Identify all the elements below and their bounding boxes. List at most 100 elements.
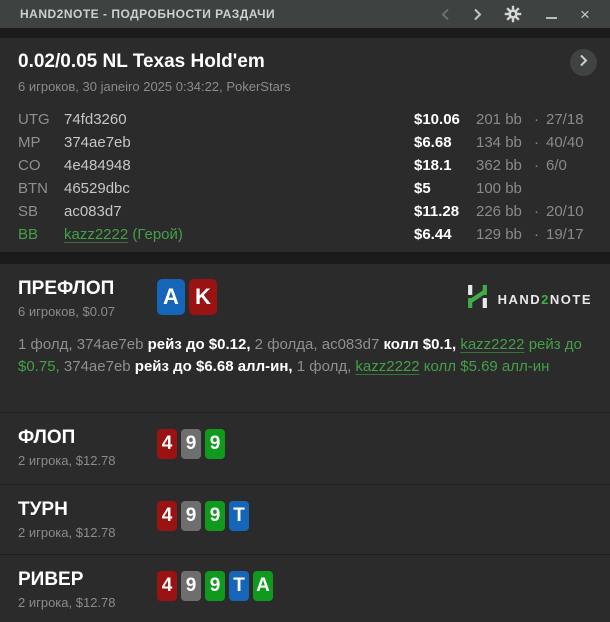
player-stack: $5 [414, 180, 431, 197]
player-name: 74fd3260 [64, 111, 127, 128]
turn-label: ТУРН 2 игрока, $12.78 [18, 499, 157, 540]
card-4-heart: 4 [157, 429, 177, 459]
player-seat: MP [18, 134, 41, 151]
player-seat: BB [18, 226, 39, 243]
player-stack: $6.44 [414, 226, 452, 243]
player-name: 374ae7eb [64, 134, 131, 151]
hero-name-link[interactable]: kazz2222 [355, 358, 420, 375]
player-seat: CO [18, 157, 41, 174]
player-row: MP 374ae7eb $6.68 134 bb · 40/40 [0, 131, 610, 154]
hand2note-logo-icon [466, 285, 489, 313]
player-stack-bb: 134 bb [476, 134, 522, 151]
flop-title: ФЛОП [18, 427, 76, 448]
stats-separator: · [534, 134, 539, 151]
preflop-label: ПРЕФЛОП 6 игроков, $0.07 [18, 278, 157, 319]
player-seat: SB [18, 203, 39, 220]
player-name: kazz2222 (Герой) [64, 226, 414, 243]
river-label: РИВЕР 2 игрока, $12.78 [18, 569, 157, 610]
player-row: BTN 46529dbc $5 100 bb [0, 177, 610, 200]
player-stack: $10.06 [414, 111, 460, 128]
card-4-heart: 4 [157, 571, 177, 601]
action-segment: 1 фолд, [292, 358, 356, 375]
river-subtitle: 2 игрока, $12.78 [18, 595, 116, 610]
close-button[interactable]: × [572, 1, 598, 27]
card-9-club: 9 [205, 501, 225, 531]
chevron-right-icon [579, 54, 588, 72]
action-segment: колл $5.69 алл-ин [419, 358, 550, 375]
flop-label: ФЛОП 2 игрока, $12.78 [18, 427, 157, 468]
player-row: BB kazz2222 (Герой) $6.44 129 bb · 19/17 [0, 223, 610, 246]
gear-icon [504, 5, 522, 23]
card-9-spade: 9 [181, 501, 201, 531]
card-K-heart: K [189, 279, 217, 315]
hand-title: 0.02/0.05 NL Texas Hold'em [18, 51, 265, 72]
player-row: UTG 74fd3260 $10.06 201 bb · 27/18 [0, 108, 610, 131]
card-9-spade: 9 [181, 571, 201, 601]
minimize-button[interactable] [538, 1, 564, 27]
hero-name-link[interactable]: kazz2222 [64, 226, 129, 243]
stats-separator: · [534, 203, 539, 220]
settings-button[interactable] [500, 1, 526, 27]
player-stats: 40/40 [546, 134, 584, 151]
player-seat: UTG [18, 111, 50, 128]
player-seat: BTN [18, 180, 48, 197]
player-row: CO 4e484948 $18.1 362 bb · 6/0 [0, 154, 610, 177]
card-9-club: 9 [205, 429, 225, 459]
player-stack: $11.28 [414, 203, 460, 220]
window-title: HAND2NOTE - ПОДРОБНОСТИ РАЗДАЧИ [20, 7, 276, 21]
turn-subtitle: 2 игрока, $12.78 [18, 525, 116, 540]
card-A-diamond: A [157, 279, 185, 315]
spacer [0, 252, 610, 264]
action-segment: рейз до $0.75, [18, 336, 582, 375]
player-name: 4e484948 [64, 157, 131, 174]
player-stack-bb: 100 bb [476, 180, 522, 197]
action-segment: 1 фолд, 374ae7eb [18, 336, 148, 353]
chevron-left-icon [441, 8, 450, 21]
history-back-button[interactable] [432, 1, 458, 27]
window-titlebar: HAND2NOTE - ПОДРОБНОСТИ РАЗДАЧИ [0, 0, 610, 28]
next-hand-button[interactable] [570, 49, 597, 76]
stats-separator: · [534, 157, 539, 174]
hand-summary-panel: 0.02/0.05 NL Texas Hold'em 6 игроков, 30… [0, 38, 610, 252]
player-stack-bb: 362 bb [476, 157, 522, 174]
card-9-spade: 9 [181, 429, 201, 459]
close-icon: × [580, 4, 590, 24]
player-stack-bb: 129 bb [476, 226, 522, 243]
streets-container: ФЛОП 2 игрока, $12.78 4 9 9 ТУРН 2 игрока, $12… [0, 412, 610, 622]
card-9-club: 9 [205, 571, 225, 601]
action-segment: 2 фолда, ac083d7 [250, 336, 384, 353]
river-section: РИВЕР 2 игрока, $12.78 4 9 9 T A [0, 554, 610, 622]
action-segment: 374ae7eb [59, 358, 135, 375]
player-stats: 19/17 [546, 226, 584, 243]
player-stack-bb: 226 bb [476, 203, 522, 220]
hand-subtitle: 6 игроков, 30 janeiro 2025 0:34:22, Poke… [18, 79, 291, 94]
hero-suffix: (Герой) [128, 226, 183, 243]
card-A-club: A [253, 571, 273, 601]
player-stack: $6.68 [414, 134, 452, 151]
player-stack-bb: 201 bb [476, 111, 522, 128]
card-T-diamond: T [229, 501, 249, 531]
river-title: РИВЕР [18, 569, 84, 590]
flop-subtitle: 2 игрока, $12.78 [18, 453, 116, 468]
action-segment: рейз до $6.68 алл-ин, [134, 358, 293, 375]
player-stack: $18.1 [414, 157, 452, 174]
spacer [0, 28, 610, 38]
minimize-icon [545, 17, 557, 19]
player-stats: 20/10 [546, 203, 584, 220]
player-stats: 6/0 [546, 157, 567, 174]
hand2note-logo-text: HAND2NOTE [497, 291, 592, 307]
turn-section: ТУРН 2 игрока, $12.78 4 9 9 T [0, 484, 610, 554]
action-segment: рейз до $0.12, [147, 336, 251, 353]
hero-name-link[interactable]: kazz2222 [460, 336, 525, 353]
card-4-heart: 4 [157, 501, 177, 531]
turn-title: ТУРН [18, 499, 68, 520]
history-forward-button[interactable] [464, 1, 490, 27]
action-segment: колл $0.1, [383, 336, 457, 353]
preflop-title: ПРЕФЛОП [18, 278, 115, 299]
preflop-subtitle: 6 игроков, $0.07 [18, 304, 116, 319]
flop-section: ФЛОП 2 игрока, $12.78 4 9 9 [0, 412, 610, 484]
